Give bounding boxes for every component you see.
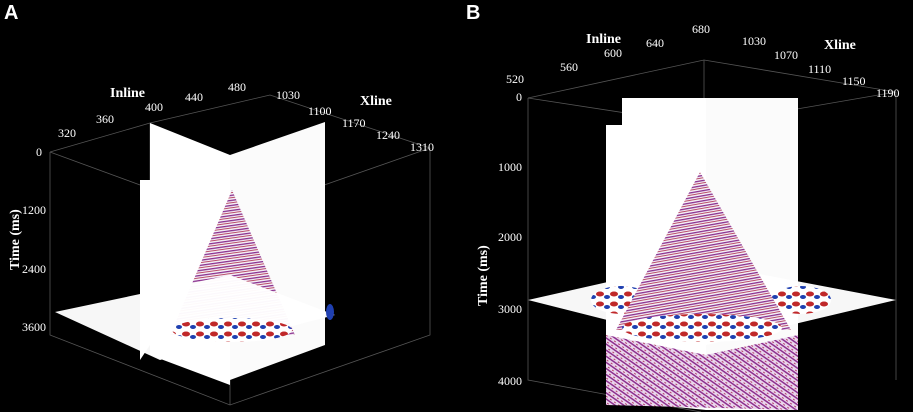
inline-axis-title: Inline: [110, 86, 146, 101]
inline-axis-title: Inline: [586, 32, 622, 47]
inline-tick: 520: [506, 72, 524, 86]
time-tick: 3600: [22, 320, 46, 334]
inline-tick: 360: [96, 112, 114, 126]
time-slice-a: [55, 275, 335, 360]
time-axis-title: Time (ms): [8, 209, 23, 270]
xline-tick: 1310: [410, 140, 434, 154]
panel-b: B Inline 520 560 600 640 680 Xline 1030 …: [456, 0, 913, 412]
xline-tick: 1070: [774, 48, 798, 62]
xline-tick: 1030: [276, 88, 300, 102]
xline-axis-title: Xline: [360, 94, 392, 109]
xline-tick: 1110: [808, 62, 832, 76]
time-tick: 0: [36, 145, 42, 159]
time-tick: 1000: [498, 160, 522, 174]
xline-tick: 1170: [342, 116, 366, 130]
inline-tick: 680: [692, 22, 710, 36]
inline-tick: 440: [185, 90, 203, 104]
time-tick: 4000: [498, 374, 522, 388]
inline-tick: 320: [58, 126, 76, 140]
seismic-cube-b: [527, 59, 897, 412]
seismic-cone-b: [616, 172, 791, 330]
time-tick: 1200: [22, 203, 46, 217]
seismic-cube-a: [49, 94, 431, 406]
xline-tick: 1190: [876, 86, 900, 100]
panel-letter: A: [4, 2, 19, 24]
xline-tick: 1240: [376, 128, 400, 142]
inline-tick: 480: [228, 80, 246, 94]
xline-tick: 1100: [308, 104, 332, 118]
time-tick: 2400: [22, 262, 46, 276]
inline-tick: 400: [145, 100, 163, 114]
time-axis-title: Time (ms): [476, 245, 491, 306]
xline-tick: 1030: [742, 34, 766, 48]
time-tick: 2000: [498, 230, 522, 244]
panel-letter: B: [466, 2, 481, 24]
xline-tick: 1150: [842, 74, 866, 88]
time-tick: 0: [516, 90, 522, 104]
inline-tick: 640: [646, 36, 664, 50]
xline-axis-title: Xline: [824, 38, 856, 53]
inline-tick: 600: [604, 46, 622, 60]
time-tick: 3000: [498, 302, 522, 316]
inline-tick: 560: [560, 60, 578, 74]
panel-a: A Inline 320 360 400 440 480 Xline 1030 …: [0, 0, 456, 412]
